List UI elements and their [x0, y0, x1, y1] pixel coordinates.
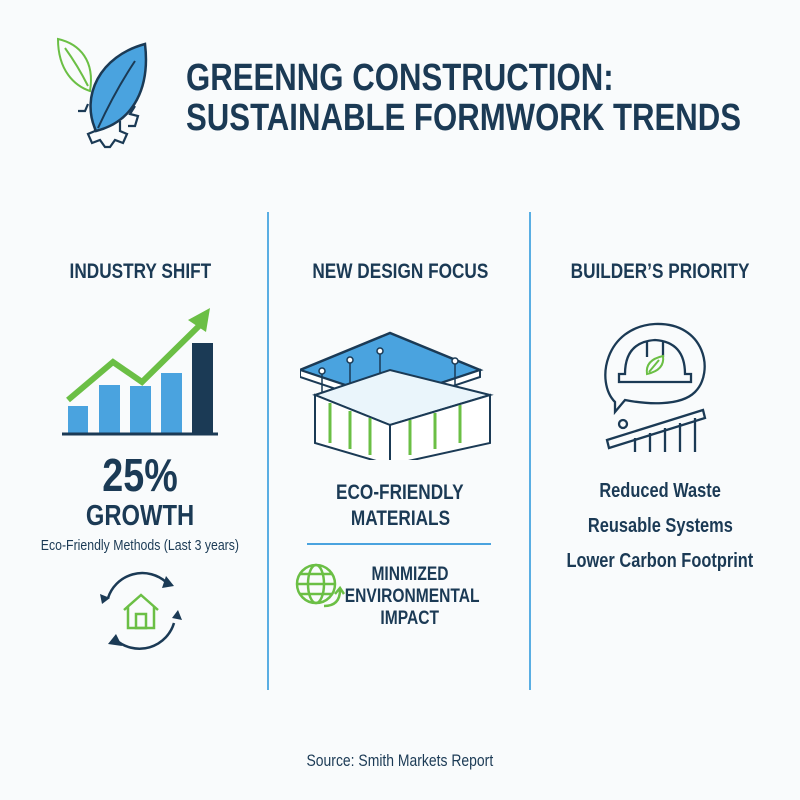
priority-item: Reduced Waste [599, 480, 721, 502]
industry-shift-heading: INDUSTRY SHIFT [69, 260, 211, 283]
globe-recycle-icon [295, 563, 346, 608]
priority-list: Reduced Waste Reusable Systems Lower Car… [530, 474, 790, 579]
growth-bar-chart-icon [62, 308, 218, 436]
minimized-impact-text: MINMIZED ENVIRONMENTAL IMPACT [344, 564, 480, 629]
builders-priority-heading: BUILDER’S PRIORITY [570, 260, 750, 283]
eco-friendly-materials-text: ECO-FRIENDLY MATERIALS [336, 481, 464, 530]
growth-stat-label: GROWTH [85, 500, 195, 532]
title-line-2: SUSTAINABLE FORMWORK TRENDS [186, 97, 742, 139]
title-line-1: GREENNG CONSTRUCTION: [186, 57, 614, 99]
priority-item: Lower Carbon Footprint [566, 550, 754, 572]
house-recycle-icon [100, 571, 182, 650]
source-note: Source: Smith Markets Report [306, 751, 494, 770]
column-divider [529, 212, 531, 690]
new-design-focus-heading: NEW DESIGN FOCUS [311, 260, 489, 283]
page-title: GREENNG CONSTRUCTION: SUSTAINABLE FORMWO… [186, 58, 800, 138]
growth-stat-value: 25% [102, 449, 178, 501]
priority-item: Reusable Systems [587, 515, 733, 537]
leaf-gear-icon [56, 37, 148, 149]
formwork-structure-icon [300, 331, 494, 460]
section-divider [307, 543, 491, 545]
column-divider [267, 212, 269, 690]
hardhat-thought-icon [604, 322, 707, 452]
growth-stat-caption: Eco-Friendly Methods (Last 3 years) [40, 537, 240, 554]
